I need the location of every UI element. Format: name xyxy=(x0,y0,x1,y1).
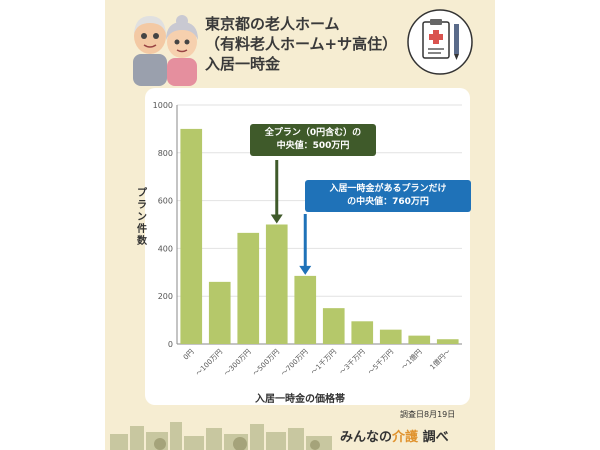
bar-9 xyxy=(436,339,459,344)
x-tick-label: 〜100万円 xyxy=(194,348,224,378)
x-tick-label: 〜500万円 xyxy=(251,348,281,378)
x-axis-label: 入居一時金の価格帯 xyxy=(255,394,345,405)
annotation-median-all-line-1: 全プラン（0円含む）の xyxy=(264,128,362,138)
brand-part-2: 介護 xyxy=(392,430,419,445)
page-title: 東京都の老人ホーム （有料老人ホーム+サ高住） 入居一時金 xyxy=(205,14,398,74)
title-line-2: （有料老人ホーム+サ高住） xyxy=(205,35,398,53)
x-tick-label: 1億円〜 xyxy=(428,347,452,371)
bar-1 xyxy=(208,281,231,344)
x-tick-label: 〜1千万円 xyxy=(309,347,338,376)
x-tick-label: 〜700万円 xyxy=(280,348,310,378)
elderly-couple-icon xyxy=(133,15,198,86)
annotation-median-paid-line-1: 入居一時金があるプランだけ xyxy=(329,184,447,194)
annotation-median-paid: 入居一時金があるプランだけ の中央値：760万円 xyxy=(305,180,471,212)
y-tick-label: 1000 xyxy=(153,101,173,110)
bar-0 xyxy=(180,128,203,344)
annotation-median-paid-line-2: の中央値：760万円 xyxy=(347,197,429,207)
survey-date: 調査日8月19日 xyxy=(400,410,456,419)
x-tick-label: 〜5千万円 xyxy=(366,347,395,376)
annotation-median-all-line-2: 中央値：500万円 xyxy=(276,141,350,151)
x-tick-label: 〜3千万円 xyxy=(337,347,366,376)
x-tick-label: 〜1億円 xyxy=(399,347,423,371)
bar-5 xyxy=(322,308,345,344)
y-tick-label: 800 xyxy=(158,149,173,158)
bar-6 xyxy=(351,321,374,344)
clipboard-icon xyxy=(407,9,473,75)
bar-4 xyxy=(294,275,317,344)
y-tick-label: 200 xyxy=(158,292,173,301)
annotation-median-all: 全プラン（0円含む）の 中央値：500万円 xyxy=(250,124,376,156)
x-tick-label: 〜300万円 xyxy=(223,348,253,378)
arrow-median-paid-head xyxy=(299,265,312,275)
x-tick-label: 0円 xyxy=(182,348,196,362)
bar-8 xyxy=(408,335,431,344)
title-line-3: 入居一時金 xyxy=(205,55,281,73)
title-line-1: 東京都の老人ホーム xyxy=(205,15,340,33)
arrow-median-all-head xyxy=(270,214,283,224)
y-tick-label: 0 xyxy=(168,340,173,349)
brand-part-3: 調べ xyxy=(422,430,449,445)
pen-icon xyxy=(454,24,459,60)
brand-part-1: みんなの xyxy=(340,430,393,445)
bar-7 xyxy=(379,329,402,344)
bar-3 xyxy=(265,224,288,344)
town-skyline-icon xyxy=(110,422,332,450)
y-tick-label: 600 xyxy=(158,197,173,206)
y-axis-label: プラン件数 xyxy=(137,188,147,247)
brand-logo: みんなの介護 調べ xyxy=(340,426,449,445)
bar-2 xyxy=(237,232,260,344)
y-tick-label: 400 xyxy=(158,244,173,253)
